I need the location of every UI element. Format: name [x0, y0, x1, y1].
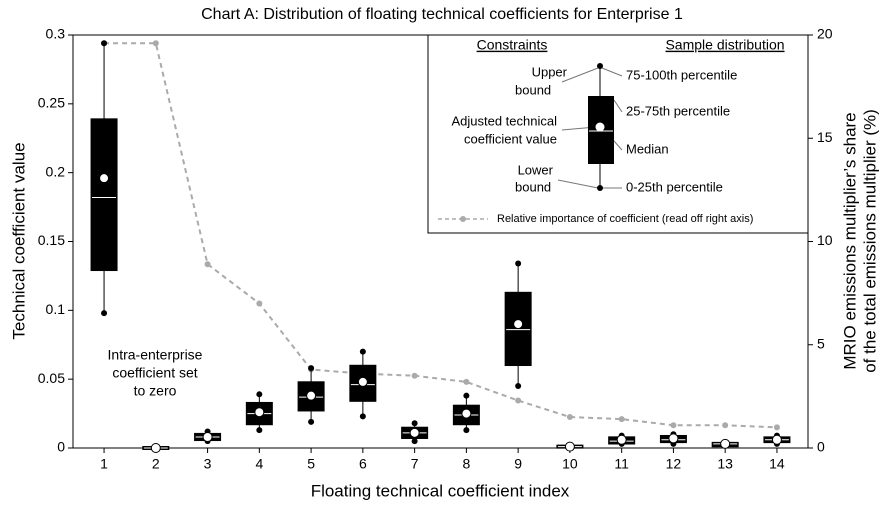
legend-heading: Constraints — [477, 37, 548, 53]
legend-label: 25-75th percentile — [626, 103, 730, 118]
whisker-cap — [515, 383, 522, 390]
importance-line — [104, 42, 777, 429]
adjusted-value — [306, 390, 317, 401]
annotation: coefficient set — [112, 365, 197, 381]
x-tick-label: 1 — [100, 456, 108, 472]
adjusted-value — [616, 434, 627, 445]
importance-point — [411, 372, 418, 379]
whisker-cap — [308, 418, 315, 425]
legend-label: 75-100th percentile — [626, 67, 737, 82]
legend-cap — [597, 185, 603, 191]
x-tick-label: 11 — [614, 456, 629, 472]
legend-label: Upper — [532, 64, 568, 79]
y-tick-label: 0.05 — [38, 370, 65, 386]
x-tick-label: 8 — [462, 456, 470, 472]
legend-heading: Sample distribution — [665, 37, 784, 53]
legend-label: 0-25th percentile — [626, 179, 723, 194]
whisker-cap — [411, 438, 418, 445]
legend-label: Lower — [518, 162, 554, 177]
importance-point — [515, 397, 522, 404]
chart-title: Chart A: Distribution of floating techni… — [201, 6, 683, 23]
whisker-cap — [515, 260, 522, 267]
legend-label: Relative importance of coefficient (read… — [497, 213, 753, 225]
whisker-cap — [308, 365, 315, 372]
legend-cap — [597, 63, 603, 69]
annotation: to zero — [134, 383, 177, 399]
importance-point — [152, 40, 159, 47]
whisker-cap — [256, 427, 263, 434]
importance-point — [566, 414, 573, 421]
y-tick-label: 0.25 — [38, 95, 65, 111]
importance-point — [204, 261, 211, 268]
legend-marker — [460, 216, 466, 222]
adjusted-value — [254, 407, 265, 418]
x-tick-label: 2 — [152, 456, 160, 472]
y2-tick-label: 10 — [817, 232, 833, 248]
x-tick-label: 12 — [666, 456, 682, 472]
y-tick-label: 0.3 — [46, 26, 66, 42]
x-tick-label: 10 — [562, 456, 578, 472]
y-tick-label: 0.2 — [46, 163, 66, 179]
whisker-cap — [359, 413, 366, 420]
adjusted-value — [720, 438, 731, 449]
y2-tick-label: 0 — [817, 439, 825, 455]
x-tick-label: 6 — [359, 456, 367, 472]
x-tick-label: 3 — [204, 456, 212, 472]
whisker-cap — [463, 392, 470, 399]
legend-label: bound — [515, 179, 551, 194]
x-tick-label: 5 — [307, 456, 315, 472]
whisker-cap — [101, 310, 108, 317]
y2-axis-title: of the total emissions multiplier (%) — [860, 109, 879, 373]
whisker-cap — [256, 391, 263, 398]
importance-point — [463, 378, 470, 385]
y-tick-label: 0.15 — [38, 232, 65, 248]
legend: Constraints Sample distribution Upper bo… — [427, 34, 809, 234]
x-tick-label: 4 — [255, 456, 263, 472]
importance-point — [722, 422, 729, 429]
adjusted-value — [357, 376, 368, 387]
x-tick-label: 9 — [514, 456, 522, 472]
y2-tick-label: 5 — [817, 335, 825, 351]
importance-point — [618, 416, 625, 423]
y-tick-label: 0.1 — [46, 301, 66, 317]
importance-point — [773, 424, 780, 431]
adjusted-value — [668, 433, 679, 444]
importance-point — [256, 300, 263, 307]
adjusted-value — [202, 431, 213, 442]
importance-point — [670, 422, 677, 429]
annotation: Intra-enterprise — [108, 347, 203, 363]
adjusted-value — [564, 441, 575, 452]
box — [90, 118, 118, 272]
legend-box — [427, 34, 809, 234]
whisker-cap — [101, 40, 108, 47]
legend-label: bound — [515, 82, 551, 97]
whisker-cap — [411, 420, 418, 427]
legend-label: Median — [626, 141, 669, 156]
adjusted-value — [99, 173, 110, 184]
x-tick-label: 7 — [411, 456, 419, 472]
legend-label: Adjusted technical — [451, 113, 557, 128]
x-tick-label: 13 — [717, 456, 733, 472]
y2-axis-title: MRIO emissions multiplier’s share — [840, 112, 859, 369]
whisker-cap — [463, 427, 470, 434]
legend-dot — [595, 122, 605, 132]
adjusted-value — [150, 443, 161, 453]
adjusted-value — [513, 319, 524, 330]
x-axis-title: Floating technical coefficient index — [311, 481, 570, 500]
adjusted-value — [771, 434, 782, 445]
y2-tick-label: 15 — [817, 129, 833, 145]
adjusted-value — [461, 408, 472, 419]
whisker-cap — [359, 348, 366, 355]
y-tick-label: 0 — [57, 439, 65, 455]
x-tick-label: 14 — [769, 456, 785, 472]
adjusted-value — [409, 427, 420, 438]
y-axis-title: Technical coefficient value — [9, 142, 28, 339]
y2-tick-label: 20 — [817, 26, 833, 42]
legend-label: coefficient value — [464, 131, 557, 146]
